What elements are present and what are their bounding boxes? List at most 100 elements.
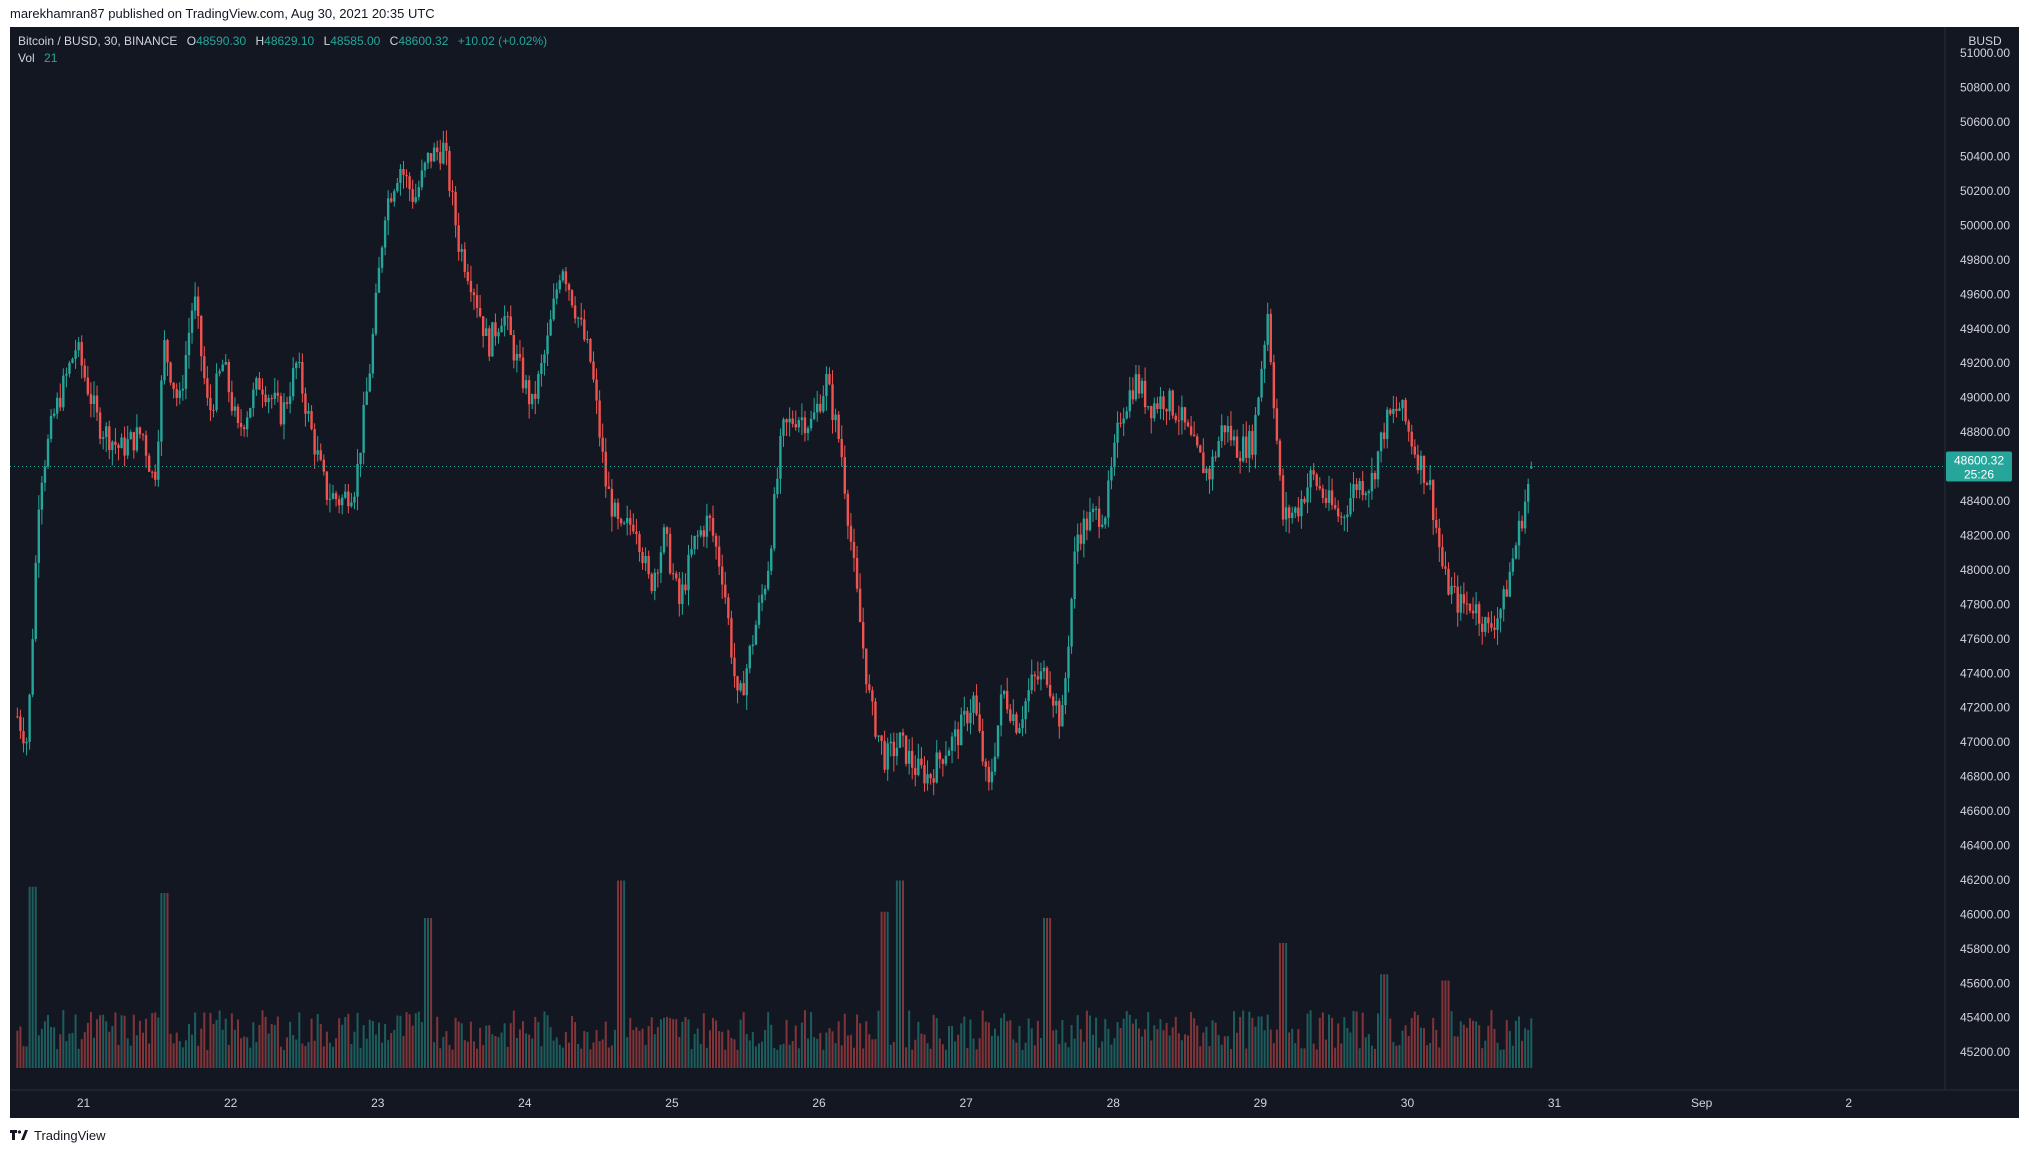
candle-body[interactable]	[178, 390, 181, 398]
candle-body[interactable]	[730, 618, 733, 658]
candle-body[interactable]	[108, 426, 111, 451]
candle-body[interactable]	[1499, 609, 1502, 619]
candle-body[interactable]	[1223, 425, 1227, 433]
candle-body[interactable]	[512, 334, 516, 361]
symbol-label[interactable]: Bitcoin / BUSD, 30, BINANCE	[18, 34, 178, 48]
candle-body[interactable]	[592, 361, 595, 380]
candle-body[interactable]	[383, 220, 387, 248]
candle-body[interactable]	[1229, 425, 1233, 441]
candle-body[interactable]	[601, 437, 604, 452]
candle-body[interactable]	[693, 535, 696, 550]
candle-body[interactable]	[828, 373, 831, 385]
candle-body[interactable]	[1076, 534, 1079, 552]
candle-body[interactable]	[154, 471, 157, 480]
candle-body[interactable]	[1140, 380, 1144, 394]
candle-body[interactable]	[1441, 547, 1444, 567]
candle-body[interactable]	[895, 747, 899, 757]
candle-body[interactable]	[28, 694, 31, 742]
candle-body[interactable]	[644, 555, 647, 564]
candle-body[interactable]	[1055, 701, 1058, 706]
candle-body[interactable]	[926, 774, 929, 784]
candle-body[interactable]	[157, 441, 160, 480]
candle-body[interactable]	[497, 332, 500, 337]
tradingview-logo-icon[interactable]	[10, 1130, 28, 1142]
candle-body[interactable]	[98, 412, 102, 439]
candle-body[interactable]	[65, 373, 68, 376]
candle-body[interactable]	[190, 310, 194, 333]
candle-body[interactable]	[1471, 610, 1475, 614]
candle-body[interactable]	[1386, 409, 1389, 440]
candle-body[interactable]	[1030, 674, 1033, 691]
candle-body[interactable]	[659, 552, 663, 573]
candle-body[interactable]	[224, 362, 227, 365]
candle-body[interactable]	[439, 151, 442, 164]
candle-body[interactable]	[1477, 604, 1481, 624]
candle-body[interactable]	[996, 725, 1000, 757]
candle-body[interactable]	[1410, 431, 1413, 447]
candle-body[interactable]	[1211, 456, 1214, 480]
candle-body[interactable]	[1180, 407, 1184, 421]
candle-body[interactable]	[638, 534, 641, 553]
candle-body[interactable]	[163, 340, 166, 381]
candle-body[interactable]	[19, 716, 22, 732]
candle-body[interactable]	[834, 414, 837, 421]
candle-body[interactable]	[531, 393, 534, 405]
candle-body[interactable]	[665, 527, 669, 534]
candle-body[interactable]	[1021, 719, 1024, 729]
candle-body[interactable]	[334, 493, 338, 500]
candle-body[interactable]	[1012, 714, 1015, 721]
candle-body[interactable]	[1511, 558, 1515, 572]
candle-body[interactable]	[209, 397, 212, 410]
candle-body[interactable]	[350, 502, 353, 507]
candle-body[interactable]	[543, 354, 546, 364]
candle-body[interactable]	[264, 394, 267, 403]
candle-body[interactable]	[457, 225, 460, 252]
candle-body[interactable]	[739, 683, 742, 691]
candle-body[interactable]	[1238, 457, 1242, 462]
candle-body[interactable]	[1508, 571, 1512, 597]
candle-body[interactable]	[1517, 520, 1521, 546]
candle-body[interactable]	[1159, 396, 1162, 409]
candle-body[interactable]	[1263, 344, 1266, 369]
candle-body[interactable]	[524, 380, 528, 389]
candle-body[interactable]	[1349, 498, 1352, 515]
candle-body[interactable]	[521, 357, 525, 389]
candle-body[interactable]	[101, 437, 105, 439]
candle-body[interactable]	[1171, 390, 1174, 416]
candle-body[interactable]	[236, 406, 240, 424]
candle-body[interactable]	[809, 418, 813, 429]
candle-body[interactable]	[1291, 512, 1294, 519]
candle-body[interactable]	[1064, 678, 1067, 706]
candle-body[interactable]	[408, 176, 411, 190]
candle-body[interactable]	[405, 174, 408, 177]
candle-body[interactable]	[359, 452, 362, 465]
candle-body[interactable]	[114, 441, 117, 445]
candle-body[interactable]	[193, 296, 197, 311]
candle-body[interactable]	[328, 498, 332, 500]
candle-body[interactable]	[506, 316, 509, 318]
candle-body[interactable]	[696, 535, 699, 537]
candle-body[interactable]	[1401, 399, 1404, 409]
candle-body[interactable]	[1192, 434, 1196, 437]
candle-body[interactable]	[488, 328, 491, 357]
candle-body[interactable]	[49, 415, 53, 439]
candle-body[interactable]	[233, 406, 237, 411]
candle-body[interactable]	[1520, 520, 1524, 529]
candle-body[interactable]	[914, 767, 917, 775]
candle-body[interactable]	[708, 515, 712, 518]
candle-body[interactable]	[960, 714, 963, 746]
candle-body[interactable]	[1367, 491, 1371, 494]
candle-body[interactable]	[377, 267, 381, 293]
candle-body[interactable]	[1125, 411, 1128, 419]
candle-body[interactable]	[429, 153, 433, 162]
candle-body[interactable]	[1287, 507, 1291, 519]
candle-body[interactable]	[1134, 374, 1138, 400]
candle-body[interactable]	[1490, 623, 1493, 628]
candle-body[interactable]	[466, 271, 470, 281]
candle-body[interactable]	[1101, 524, 1104, 527]
candle-body[interactable]	[1395, 408, 1398, 411]
candle-body[interactable]	[518, 353, 522, 358]
candle-body[interactable]	[402, 169, 405, 175]
candle-body[interactable]	[865, 648, 868, 685]
